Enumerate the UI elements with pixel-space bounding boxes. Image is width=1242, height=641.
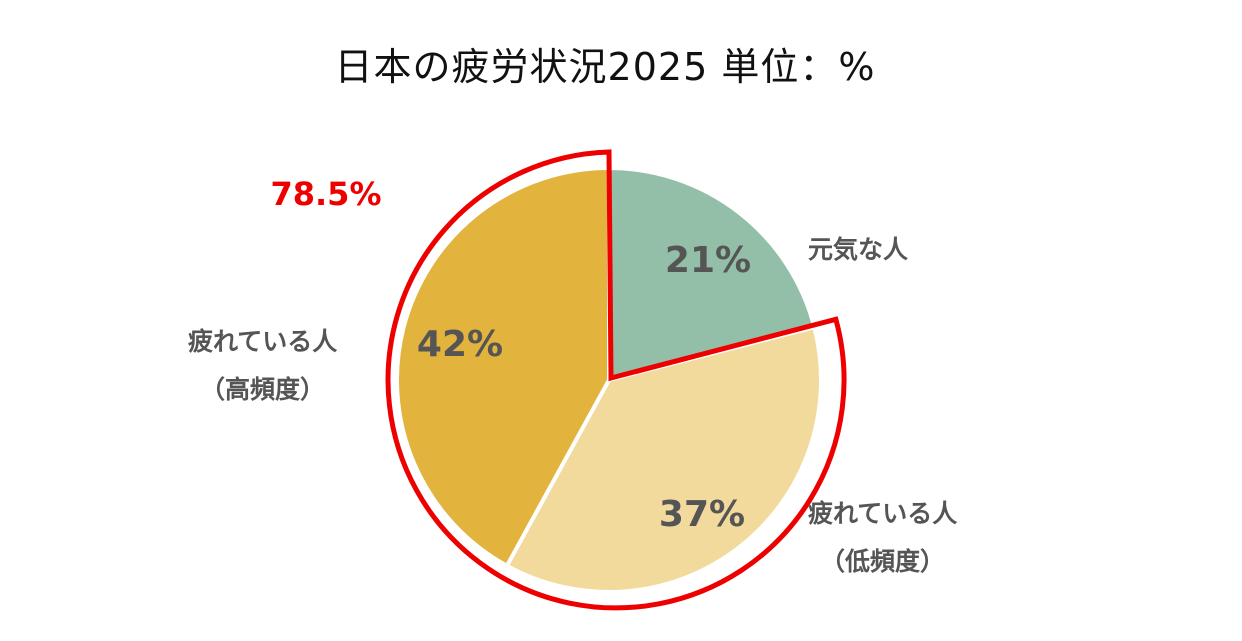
slice-value-label: 42%	[417, 324, 503, 365]
pie-slices	[395, 165, 823, 594]
value-labels: 21% 37% 42%	[417, 240, 751, 535]
pie-slice	[607, 165, 817, 383]
slice-category-label: 元気な人	[808, 235, 908, 264]
chart-title: 日本の疲労状況2025 単位：%	[334, 45, 876, 89]
slice-value-label: 37%	[659, 494, 745, 535]
slice-category-label: 疲れている人	[808, 499, 957, 528]
slice-category-label: （高頻度）	[200, 375, 325, 404]
highlight-outline	[385, 149, 847, 611]
pie-slice	[504, 324, 823, 594]
pie-slice	[395, 165, 611, 569]
highlight-value-label: 78.5%	[270, 175, 381, 213]
slice-category-label: 疲れている人	[188, 327, 337, 356]
slice-category-label: （低頻度）	[820, 547, 945, 576]
slice-value-label: 21%	[665, 240, 751, 281]
